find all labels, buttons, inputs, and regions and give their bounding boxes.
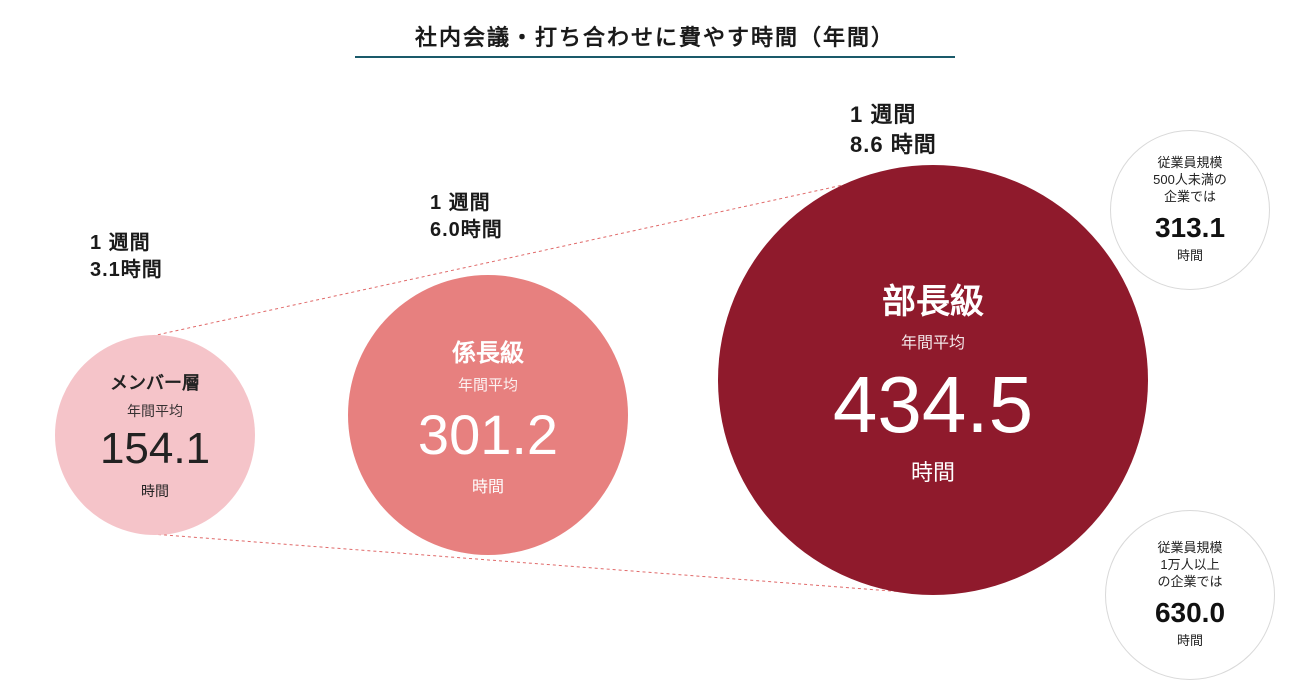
sat-value: 630.0 [1155, 595, 1225, 631]
weekly-line2: 8.6 時間 [850, 130, 937, 160]
circle-bucho: 部長級 年間平均 434.5 時間 [718, 165, 1148, 595]
weekly-label-bucho: 1 週間 8.6 時間 [850, 100, 937, 159]
unit-label: 時間 [911, 455, 955, 487]
weekly-label-kakaricho: 1 週間 6.0時間 [430, 190, 503, 244]
role-label: 係長級 [452, 333, 524, 368]
role-label: 部長級 [882, 274, 984, 323]
sat-unit: 時間 [1177, 633, 1203, 650]
weekly-line1: 1 週間 [430, 190, 503, 217]
sub-label: 年間平均 [458, 374, 518, 395]
sat-desc-line: 1万人以上 [1160, 557, 1219, 574]
weekly-line2: 6.0時間 [430, 217, 503, 244]
satellite-small-company: 従業員規模 500人未満の 企業では 313.1 時間 [1110, 130, 1270, 290]
weekly-label-member: 1 週間 3.1時間 [90, 230, 163, 284]
circle-member: メンバー層 年間平均 154.1 時間 [55, 335, 255, 535]
sat-desc-line: の企業では [1157, 574, 1222, 591]
value-number: 154.1 [100, 427, 210, 471]
satellite-large-company: 従業員規模 1万人以上 の企業では 630.0 時間 [1105, 510, 1275, 680]
sat-desc-line: 企業では [1164, 189, 1216, 206]
chart-stage: 1 週間 3.1時間 1 週間 6.0時間 1 週間 8.6 時間 メンバー層 … [0, 70, 1310, 687]
value-number: 434.5 [833, 365, 1033, 445]
unit-label: 時間 [141, 481, 169, 501]
sat-desc-line: 従業員規模 [1157, 540, 1222, 557]
sat-unit: 時間 [1177, 248, 1203, 265]
sat-desc-line: 従業員規模 [1157, 155, 1222, 172]
sat-value: 313.1 [1155, 210, 1225, 246]
weekly-line1: 1 週間 [850, 100, 937, 130]
weekly-line2: 3.1時間 [90, 257, 163, 284]
weekly-line1: 1 週間 [90, 230, 163, 257]
circle-kakaricho: 係長級 年間平均 301.2 時間 [348, 275, 628, 555]
role-label: メンバー層 [110, 369, 200, 395]
sub-label: 年間平均 [127, 401, 183, 421]
title-underline [355, 56, 955, 58]
sat-desc-line: 500人未満の [1153, 172, 1227, 189]
unit-label: 時間 [472, 473, 504, 497]
sub-label: 年間平均 [901, 329, 965, 353]
value-number: 301.2 [418, 407, 558, 463]
